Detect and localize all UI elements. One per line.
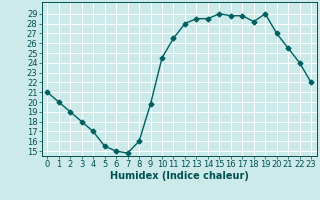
X-axis label: Humidex (Indice chaleur): Humidex (Indice chaleur) bbox=[110, 171, 249, 181]
